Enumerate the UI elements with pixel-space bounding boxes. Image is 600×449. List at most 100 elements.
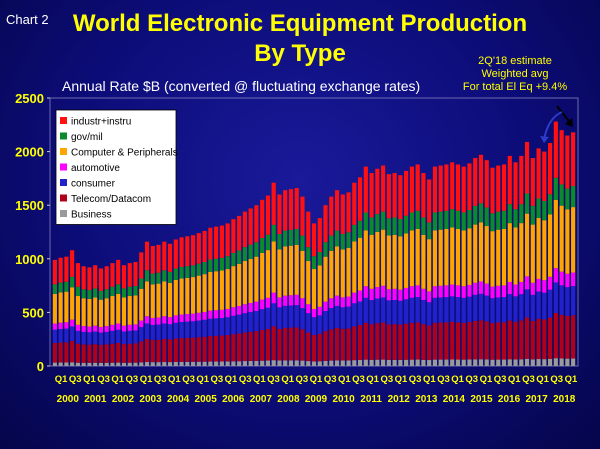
legend-swatch — [60, 194, 67, 202]
legend-swatch — [60, 179, 67, 186]
bar-segment-telecom-datacom — [231, 334, 236, 362]
bar-segment-business — [87, 362, 92, 366]
bar-segment-industr-instru — [427, 179, 432, 223]
bar-segment-industr-instru — [87, 267, 92, 291]
bar-segment-consumer — [432, 297, 437, 323]
bar-segment-industr-instru — [519, 155, 524, 205]
bar-segment-telecom-datacom — [306, 332, 311, 362]
bar-segment-consumer — [340, 307, 345, 329]
bar-segment-gov-mil — [283, 230, 288, 247]
bar-segment-telecom-datacom — [237, 333, 242, 362]
bar-segment-computer-peripherals — [369, 234, 374, 289]
bar-segment-industr-instru — [271, 182, 276, 225]
bar-segment-business — [110, 362, 115, 366]
bar-segment-automotive — [64, 322, 69, 329]
bar-segment-industr-instru — [536, 148, 541, 199]
bar-segment-automotive — [104, 326, 109, 332]
bar-segment-computer-peripherals — [179, 278, 184, 315]
bar-segment-telecom-datacom — [392, 324, 397, 360]
bar-segment-automotive — [524, 276, 530, 290]
bar-segment-gov-mil — [162, 270, 167, 282]
bar-segment-business — [231, 361, 236, 366]
bar-segment-automotive — [162, 316, 167, 324]
bar-segment-consumer — [98, 332, 104, 345]
bar-segment-business — [58, 362, 63, 366]
bar-segment-business — [208, 361, 213, 366]
bar-segment-industr-instru — [409, 166, 414, 213]
bar-segment-gov-mil — [507, 204, 512, 224]
bar-segment-computer-peripherals — [386, 235, 391, 290]
bar-segment-consumer — [346, 306, 351, 329]
bar-segment-business — [496, 359, 501, 366]
bar-segment-gov-mil — [444, 210, 449, 229]
bar-segment-industr-instru — [133, 262, 138, 286]
bar-segment-consumer — [156, 324, 161, 340]
bar-segment-industr-instru — [571, 132, 576, 187]
bar-segment-automotive — [409, 286, 414, 298]
bar-segment-computer-peripherals — [191, 277, 196, 314]
bar-segment-automotive — [208, 310, 213, 319]
bar-segment-business — [329, 360, 334, 366]
bar-segment-automotive — [404, 287, 409, 300]
bar-segment-gov-mil — [404, 215, 409, 234]
bar-segment-automotive — [52, 323, 57, 330]
bar-segment-automotive — [340, 297, 345, 308]
bar-segment-telecom-datacom — [173, 338, 178, 362]
bar-segment-computer-peripherals — [496, 229, 501, 286]
bar-segment-computer-peripherals — [52, 293, 57, 324]
bar-segment-automotive — [139, 320, 144, 328]
bar-segment-consumer — [329, 308, 334, 330]
bar-segment-gov-mil — [536, 198, 541, 219]
chart-label: Chart 2 — [6, 12, 49, 27]
bar-segment-computer-peripherals — [461, 230, 466, 287]
y-tick-label: 1000 — [15, 252, 44, 267]
bar-segment-telecom-datacom — [427, 325, 432, 361]
bar-segment-consumer — [127, 330, 132, 344]
bar-segment-automotive — [260, 299, 265, 310]
bar-segment-consumer — [93, 331, 98, 345]
bar-segment-industr-instru — [116, 259, 121, 285]
bar-segment-gov-mil — [127, 286, 132, 297]
bar-segment-telecom-datacom — [110, 343, 115, 363]
bar-segment-industr-instru — [357, 177, 363, 221]
bar-segment-gov-mil — [484, 207, 489, 227]
arrow-down-head — [565, 118, 573, 127]
bar-segment-industr-instru — [317, 218, 322, 253]
bar-segment-automotive — [507, 281, 512, 295]
bar-segment-computer-peripherals — [260, 253, 265, 300]
bar-segment-telecom-datacom — [254, 331, 259, 361]
x-quarter-label: Q1 — [508, 374, 521, 385]
bar-segment-gov-mil — [369, 217, 374, 235]
bar-segment-computer-peripherals — [346, 247, 351, 297]
bar-segment-industr-instru — [254, 205, 259, 243]
bar-segment-computer-peripherals — [156, 283, 161, 318]
bar-segment-industr-instru — [150, 245, 155, 274]
chart-subtitle: Annual Rate $B (converted @ fluctuating … — [62, 78, 421, 94]
bar-segment-business — [357, 359, 363, 366]
bar-segment-gov-mil — [288, 229, 294, 246]
bar-segment-telecom-datacom — [294, 327, 299, 361]
bar-segment-industr-instru — [260, 199, 265, 239]
bar-segment-business — [75, 362, 80, 366]
bar-segment-gov-mil — [110, 286, 115, 297]
bar-segment-telecom-datacom — [271, 326, 276, 361]
bar-segment-industr-instru — [237, 215, 242, 251]
bar-segment-industr-instru — [438, 165, 443, 212]
bar-segment-consumer — [369, 300, 374, 325]
bar-segment-automotive — [110, 324, 115, 331]
bar-segment-telecom-datacom — [127, 343, 132, 363]
bar-segment-industr-instru — [93, 265, 98, 289]
bar-segment-consumer — [52, 329, 57, 343]
bar-segment-gov-mil — [363, 212, 368, 231]
bar-segment-telecom-datacom — [438, 322, 443, 360]
bar-segment-gov-mil — [70, 276, 75, 288]
bar-segment-computer-peripherals — [98, 299, 104, 327]
bar-segment-consumer — [87, 332, 92, 345]
x-year-label: 2018 — [553, 394, 576, 405]
bar-segment-consumer — [306, 313, 311, 333]
bar-segment-business — [156, 362, 161, 366]
bar-segment-industr-instru — [277, 194, 282, 234]
bar-segment-consumer — [294, 305, 299, 328]
bar-segment-computer-peripherals — [484, 226, 489, 284]
bar-segment-business — [409, 359, 414, 366]
